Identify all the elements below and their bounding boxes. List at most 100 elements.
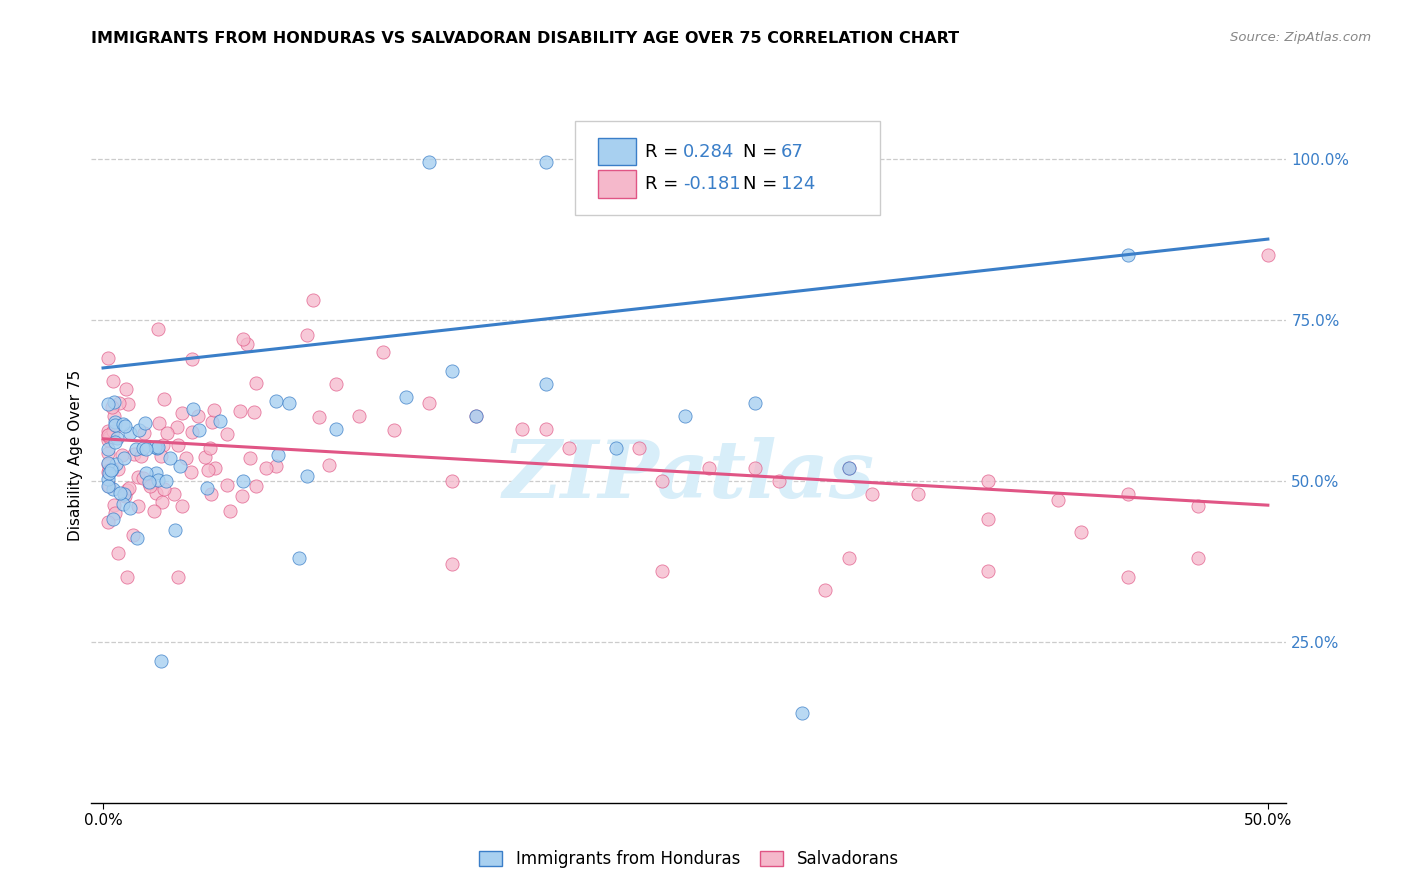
Point [104, 434, 127, 449]
Point [117, 483, 139, 498]
Point [128, 423, 150, 437]
Point [860, 486, 883, 500]
Point [97, 456, 120, 470]
Point [101, 374, 124, 388]
Point [395, 390, 418, 404]
Point [204, 461, 226, 475]
Point [267, 448, 290, 462]
Point [97, 351, 120, 366]
Y-axis label: Disability Age Over 75: Disability Age Over 75 [67, 369, 83, 541]
Point [534, 422, 557, 436]
Point [97, 442, 120, 456]
Point [180, 425, 202, 439]
Point [107, 461, 129, 475]
Point [558, 442, 581, 456]
Point [143, 441, 166, 455]
Point [232, 332, 254, 346]
Point [104, 415, 127, 429]
Point [97, 479, 120, 493]
Point [215, 427, 238, 442]
Point [651, 474, 673, 488]
Point [117, 397, 139, 411]
Point [101, 424, 124, 438]
Point [194, 450, 217, 464]
Point [264, 458, 287, 473]
Point [790, 706, 813, 720]
Point [112, 497, 135, 511]
Point [605, 442, 627, 456]
Point [219, 503, 242, 517]
Point [977, 564, 1000, 578]
Point [201, 415, 224, 429]
Point [103, 395, 125, 409]
Point [170, 406, 193, 420]
Point [202, 402, 225, 417]
Point [159, 450, 181, 465]
Point [254, 460, 277, 475]
Point [97, 446, 120, 460]
Point [188, 423, 211, 437]
Point [166, 570, 188, 584]
Point [1257, 248, 1279, 262]
Point [152, 438, 174, 452]
Point [132, 471, 155, 485]
Point [768, 474, 790, 488]
Point [138, 475, 160, 489]
Text: N =: N = [742, 143, 783, 161]
Point [1070, 525, 1092, 540]
FancyBboxPatch shape [598, 137, 637, 166]
Point [118, 482, 141, 496]
Point [245, 376, 267, 390]
Point [111, 448, 134, 462]
Point [200, 442, 222, 456]
Point [112, 450, 135, 465]
Point [135, 442, 157, 456]
Text: ZIPatlas: ZIPatlas [503, 437, 875, 515]
Point [907, 486, 929, 500]
Point [97, 427, 120, 442]
Point [187, 409, 209, 423]
Point [209, 413, 232, 427]
Point [180, 466, 202, 480]
Point [534, 154, 557, 169]
Point [163, 487, 186, 501]
Point [97, 424, 120, 438]
Point [308, 410, 330, 425]
Point [145, 486, 167, 500]
Point [122, 447, 145, 461]
Point [627, 442, 650, 456]
Point [120, 425, 142, 440]
Point [112, 487, 135, 501]
Point [112, 417, 135, 431]
Point [301, 293, 323, 308]
Point [145, 466, 167, 480]
Point [152, 392, 174, 406]
Point [325, 377, 347, 392]
Point [110, 485, 132, 500]
Point [167, 438, 190, 452]
Point [464, 409, 486, 424]
Point [135, 467, 157, 481]
Point [977, 474, 1000, 488]
Point [197, 462, 219, 476]
Text: R =: R = [645, 175, 683, 194]
Text: IMMIGRANTS FROM HONDURAS VS SALVADORAN DISABILITY AGE OVER 75 CORRELATION CHART: IMMIGRANTS FROM HONDURAS VS SALVADORAN D… [91, 31, 959, 46]
Point [98, 466, 121, 480]
Point [441, 558, 464, 572]
Point [318, 458, 340, 472]
Point [325, 422, 347, 436]
Point [115, 570, 138, 584]
Point [104, 418, 127, 433]
Point [97, 434, 120, 448]
Point [217, 477, 239, 491]
Point [1116, 248, 1139, 262]
Point [97, 472, 120, 486]
Point [146, 473, 169, 487]
Point [593, 154, 616, 169]
Point [1187, 500, 1209, 514]
Text: N =: N = [742, 175, 783, 194]
Point [163, 523, 186, 537]
Point [464, 409, 486, 424]
Point [146, 441, 169, 455]
Point [278, 396, 301, 410]
